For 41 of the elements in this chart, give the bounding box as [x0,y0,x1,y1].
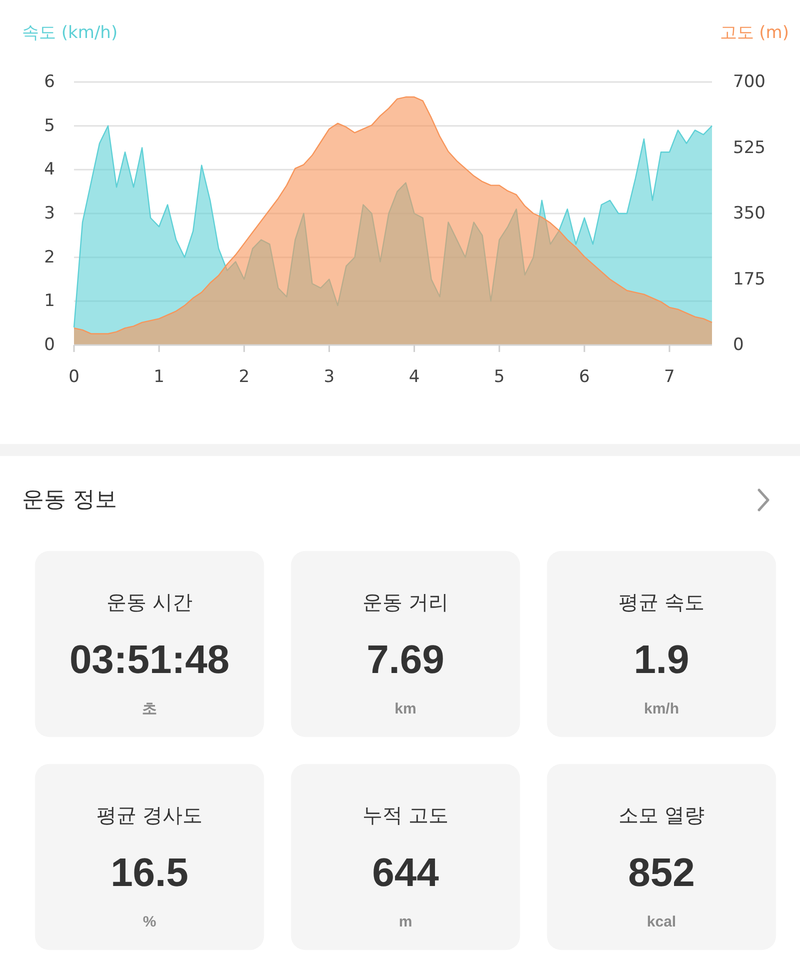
y2-tick-label: 175 [733,269,766,290]
x-tick-label: 5 [494,367,505,387]
text: 운동 정보 [22,488,117,512]
x-tick-label: 0 [68,367,80,387]
text: 평균 경사도 [96,803,203,827]
y-tick-label: 0 [44,335,55,355]
text: 16.5 [110,851,188,895]
text: 7.69 [366,638,444,682]
y2-tick-label: 525 [733,138,766,158]
x-tick-label: 1 [154,367,164,387]
x-tick-label: 2 [238,367,250,387]
text: 평균 속도 [618,590,705,614]
y-tick-label: 1 [44,291,55,312]
y-tick-label: 3 [44,204,55,224]
x-tick-label: 7 [664,367,675,387]
y2-axis-title: 고도 (m) [720,23,789,43]
text: 1.9 [634,638,690,682]
text: 852 [628,851,695,895]
text: 운동 거리 [362,590,449,614]
text: kcal [646,914,676,930]
text: 누적 고도 [362,803,449,827]
x-tick-label: 3 [324,367,335,387]
text: 초 [142,700,157,718]
y2-tick-label: 700 [733,72,766,92]
y-tick-label: 5 [44,116,55,136]
y-tick-label: 6 [44,72,55,92]
y-tick-label: 2 [44,247,55,268]
x-tick-label: 6 [578,367,590,387]
x-tick-label: 4 [408,367,420,387]
text: % [142,914,156,930]
text: 소모 열량 [618,803,705,827]
y2-tick-label: 350 [733,204,766,224]
text: km [394,700,416,718]
text: m [398,914,412,930]
y2-tick-label: 0 [733,335,744,355]
text: 운동 시간 [106,590,193,614]
text: 644 [372,851,440,895]
text: 03:51:48 [69,638,230,682]
y-tick-label: 4 [44,160,55,180]
y-axis-title: 속도 (km/h) [22,23,118,43]
text: km/h [644,700,680,718]
